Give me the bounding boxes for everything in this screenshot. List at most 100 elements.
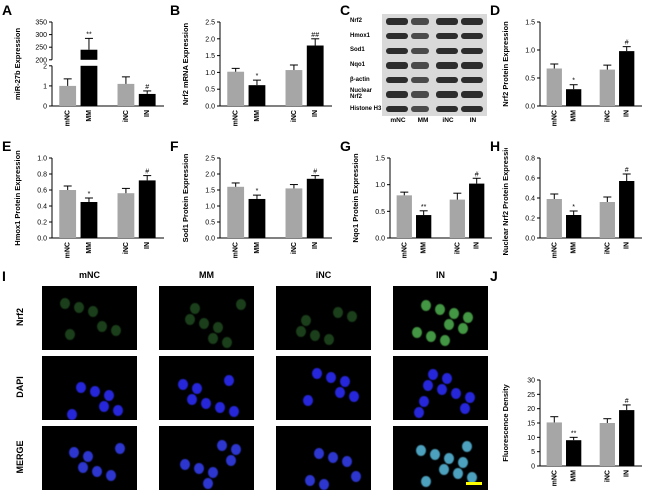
x-tick-label: mNC [65,110,72,126]
bar [566,89,582,106]
cell-nucleus [224,375,234,386]
fluor-image [159,426,254,490]
blot-lane-labels: mNC MM iNC IN [382,117,487,131]
fluor-image [159,286,254,350]
cell-nucleus [335,387,345,398]
cell-nucleus [301,315,311,326]
y-tick-label: 1.0 [205,70,215,77]
y-tick-label: 350 [35,20,47,27]
blot-band [411,91,429,98]
significance-marker: # [625,398,629,405]
panel-letter-g: G [340,138,351,154]
cell-nucleus [99,401,109,412]
bar [546,68,562,106]
significance-marker: # [313,169,317,176]
y-tick-label: 25 [527,392,535,399]
cell-nucleus [106,470,116,481]
x-tick-label: MM [254,242,261,254]
bar [59,85,77,106]
cell-nucleus [419,396,429,407]
y-tick-label: 0.5 [375,209,385,216]
panel-letter-a: A [2,2,13,18]
y-tick-label: 1.0 [205,204,215,211]
chart-j: Fluorescence Density 0 5 10 15 20 25 30 mNC ** MM i… [501,378,642,486]
cell-nucleus [226,455,236,466]
cell-nucleus [314,448,324,459]
x-tick-label: mNC [551,470,558,486]
cell-nucleus [92,466,102,477]
cell-nucleus [333,307,343,318]
y-tick-label: 1.5 [375,156,385,163]
x-tick-label: mNC [233,242,240,258]
x-tick-label: IN [144,242,151,249]
blot-band [436,62,458,69]
x-tick-label: mNC [401,242,408,258]
bar [80,202,98,238]
y-tick-label: 250 [35,45,47,52]
blot-band [386,18,408,25]
x-tick-label: iNC [291,110,298,122]
y-tick-label: 1.0 [37,156,47,163]
panel-letter-c: C [340,2,351,18]
cell-nucleus [326,372,336,383]
significance-marker: ** [86,31,92,38]
significance-marker: # [475,171,479,178]
bar [599,202,615,238]
cell-nucleus [347,311,357,322]
x-tick-label: MM [86,110,93,122]
blot-band [461,32,483,40]
cell-nucleus [222,337,232,348]
cell-nucleus [190,303,200,314]
cell-nucleus [465,392,475,403]
bar [546,422,562,466]
bar [306,178,324,238]
fluorescence-grid: mNC MM iNC IN Nrf2 DAPI MERGE [14,270,488,496]
fluor-row-label: DAPI [15,376,25,398]
cell-nucleus [215,402,225,413]
y-tick-label: 1.5 [205,188,215,195]
bar [59,190,77,238]
x-tick-label: IN [624,470,631,477]
y-tick-label: 0.2 [37,220,47,227]
y-axis-label: Nuclear Nrf2 Protein Expression [501,148,510,256]
panel-letter-h: H [490,138,501,154]
y-axis-label: Nrf2 mRNA Expression [181,22,190,105]
x-tick-label: IN [624,110,631,117]
significance-marker: * [88,191,91,198]
bar [416,215,432,238]
fluor-image [393,426,488,490]
y-tick-label: 0.2 [525,216,535,223]
blot-band [436,47,458,55]
cell-nucleus [414,407,424,418]
significance-marker: * [256,73,259,80]
bar [138,93,156,106]
y-tick-label: 2.0 [205,36,215,43]
fluor-image [159,356,254,420]
significance-marker: * [572,204,575,211]
cell-nucleus [349,391,359,402]
bar [619,181,635,238]
y-axis-label: Nrf2 Protein Expression [501,21,510,107]
fluor-column-label: mNC [78,270,100,280]
cell-nucleus [463,312,473,323]
cell-nucleus [437,384,447,395]
y-tick-label: 1.5 [205,53,215,60]
cell-nucleus [236,299,246,310]
blot-lane-label: iNC [442,117,454,124]
cell-nucleus [203,478,213,489]
significance-marker: ** [571,430,577,437]
x-tick-label: MM [571,110,578,122]
blot-band [411,47,429,55]
cell-nucleus [296,326,306,337]
bar [566,440,582,466]
bar [117,193,135,238]
cell-nucleus [104,390,114,401]
y-tick-label: 300 [35,32,47,39]
chart-b: Nrf2 mRNA Expression 0.0 0.5 1.0 1.5 2.0 2.5 mN… [181,20,332,126]
cell-nucleus [462,441,472,452]
bar [227,71,245,106]
cell-nucleus [440,335,450,346]
fluor-row-label: Nrf2 [15,308,25,327]
blot-lane-label: mNC [390,117,406,124]
blot-band [436,32,458,40]
